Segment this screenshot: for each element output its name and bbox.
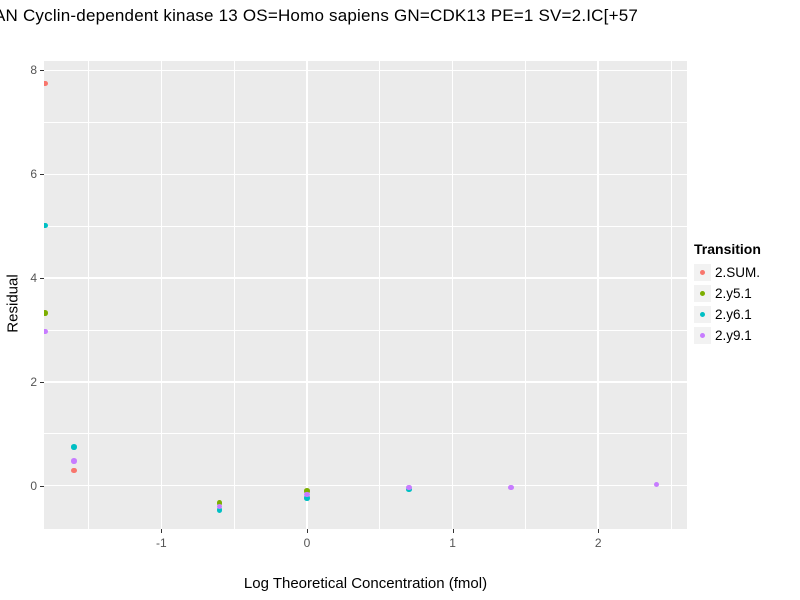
data-point-2.SUM.	[71, 467, 77, 474]
legend-title: Transition	[694, 241, 761, 257]
y-major-gridline	[44, 485, 687, 487]
y-axis-tick-label: 6	[30, 167, 37, 182]
legend-items: 2.SUM. 2.y5.1 2.y6.1 2.y9.1	[694, 262, 800, 346]
data-point-2.y9.1	[508, 484, 514, 491]
legend-key	[694, 306, 711, 323]
legend-key	[694, 327, 711, 344]
x-axis-title: Log Theoretical Concentration (fmol)	[243, 575, 488, 592]
y-axis-title: Residual	[4, 274, 22, 333]
y-axis-tick	[40, 70, 44, 72]
legend-dot-icon	[699, 311, 706, 318]
legend-item-label: 2.SUM.	[715, 265, 761, 280]
y-axis-tick-label: 4	[30, 271, 37, 286]
y-minor-gridline	[44, 329, 687, 331]
y-major-gridline	[44, 381, 687, 383]
x-axis-tick	[598, 529, 600, 533]
legend-dot-icon	[699, 290, 706, 297]
y-minor-gridline	[44, 122, 687, 123]
x-minor-gridline	[88, 61, 89, 529]
data-point-2.y6.1	[216, 507, 223, 513]
data-point-2.y9.1	[653, 481, 660, 488]
data-point-2.y9.1	[406, 484, 412, 491]
y-axis-tick-label: 0	[30, 478, 37, 493]
y-axis-tick	[40, 381, 44, 383]
legend-item-2.y9.1: 2.y9.1	[694, 325, 800, 346]
x-major-gridline	[306, 61, 308, 529]
legend-dot-icon	[699, 269, 706, 276]
legend-item-label: 2.y5.1	[715, 286, 752, 301]
legend-key	[694, 285, 711, 302]
y-major-gridline	[44, 277, 687, 279]
y-axis-tick	[40, 278, 44, 280]
legend-item-label: 2.y6.1	[715, 307, 752, 322]
plot-title: AN Cyclin-dependent kinase 13 OS=Homo sa…	[0, 6, 639, 25]
x-major-gridline	[597, 61, 599, 529]
legend: Transition 2.SUM. 2.y5.1 2.y6.1 2.y9.1	[694, 241, 800, 346]
data-point-2.y9.1	[44, 328, 48, 335]
y-axis-tick-label: 8	[30, 63, 37, 78]
x-axis-tick-label: 0	[303, 536, 311, 550]
x-axis-tick	[161, 529, 163, 533]
y-minor-gridline	[44, 225, 687, 227]
x-minor-gridline	[670, 61, 672, 529]
x-axis-tick-label: 1	[449, 536, 456, 550]
legend-key	[694, 264, 711, 281]
plot-panel	[44, 61, 687, 529]
data-point-2.y6.1	[71, 444, 77, 450]
y-axis-tick-label: 2	[30, 374, 37, 389]
legend-item-2.SUM.: 2.SUM.	[694, 262, 800, 283]
y-major-gridline	[44, 173, 687, 175]
legend-dot-icon	[699, 332, 706, 339]
y-axis-tick	[40, 485, 44, 487]
y-major-gridline	[44, 69, 687, 72]
x-minor-gridline	[524, 61, 526, 529]
x-minor-gridline	[379, 61, 381, 529]
data-point-2.y5.1	[304, 488, 310, 494]
x-axis-tick-label: -1	[156, 536, 167, 550]
x-axis-tick-label: 2	[594, 536, 602, 550]
data-point-2.y9.1	[216, 503, 223, 510]
data-point-2.y9.1	[304, 491, 310, 498]
legend-item-2.y5.1: 2.y5.1	[694, 283, 800, 304]
data-point-2.y6.1	[304, 495, 310, 501]
legend-item-label: 2.y9.1	[715, 328, 752, 343]
x-axis-tick	[306, 529, 308, 533]
data-point-2.y6.1	[44, 222, 48, 229]
x-axis-tick	[452, 529, 454, 533]
data-point-2.SUM.	[44, 80, 48, 87]
x-minor-gridline	[233, 61, 235, 529]
legend-item-2.y6.1: 2.y6.1	[694, 304, 800, 325]
data-point-2.y5.1	[44, 310, 48, 316]
data-point-2.y5.1	[216, 500, 223, 506]
x-major-gridline	[451, 61, 454, 529]
x-major-gridline	[160, 61, 163, 529]
y-axis-tick	[40, 174, 44, 176]
y-minor-gridline	[44, 433, 687, 435]
data-point-2.y9.1	[71, 458, 77, 464]
